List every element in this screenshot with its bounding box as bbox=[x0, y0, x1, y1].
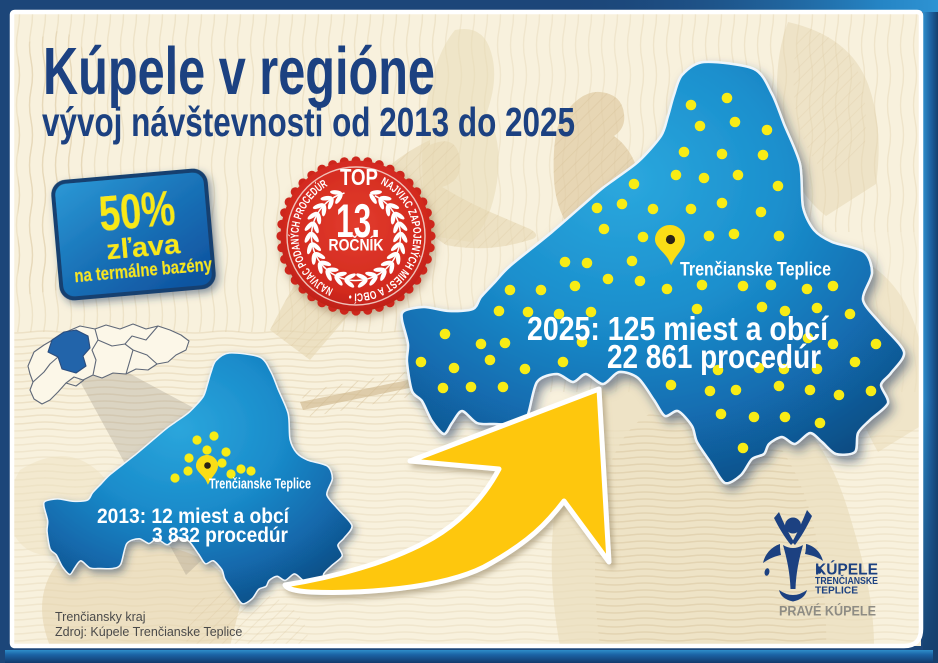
svg-text:22 861 procedúr: 22 861 procedúr bbox=[607, 339, 821, 376]
svg-text:TEPLICE: TEPLICE bbox=[815, 585, 858, 597]
svg-text:50%: 50% bbox=[97, 181, 177, 241]
svg-text:3 832 procedúr: 3 832 procedúr bbox=[152, 523, 289, 547]
svg-text:13.: 13. bbox=[336, 194, 380, 247]
svg-text:Trenčianske Teplice: Trenčianske Teplice bbox=[680, 260, 831, 281]
svg-text:Trenčiansky kraj: Trenčiansky kraj bbox=[55, 610, 146, 624]
svg-text:TRENČIANSKE: TRENČIANSKE bbox=[815, 574, 878, 587]
svg-text:zľava: zľava bbox=[105, 228, 182, 265]
svg-text:2013: 12 miest a obcí: 2013: 12 miest a obcí bbox=[97, 504, 290, 528]
svg-text:2025: 125 miest a obcí: 2025: 125 miest a obcí bbox=[527, 311, 829, 348]
svg-text:Trenčianske Teplice: Trenčianske Teplice bbox=[209, 477, 311, 493]
svg-text:ROČNÍK: ROČNÍK bbox=[329, 236, 384, 255]
svg-text:Kúpele v regióne: Kúpele v regióne bbox=[43, 34, 435, 109]
svg-text:TOP: TOP bbox=[340, 164, 378, 190]
svg-text:vývoj návštevnosti od 2013 do: vývoj návštevnosti od 2013 do 2025 bbox=[42, 99, 575, 145]
svg-text:KÚPELE: KÚPELE bbox=[815, 560, 878, 579]
svg-text:Zdroj: Kúpele Trenčianske Tepl: Zdroj: Kúpele Trenčianske Teplice bbox=[55, 625, 242, 639]
svg-text:PRAVÉ KÚPELE: PRAVÉ KÚPELE bbox=[779, 604, 876, 619]
